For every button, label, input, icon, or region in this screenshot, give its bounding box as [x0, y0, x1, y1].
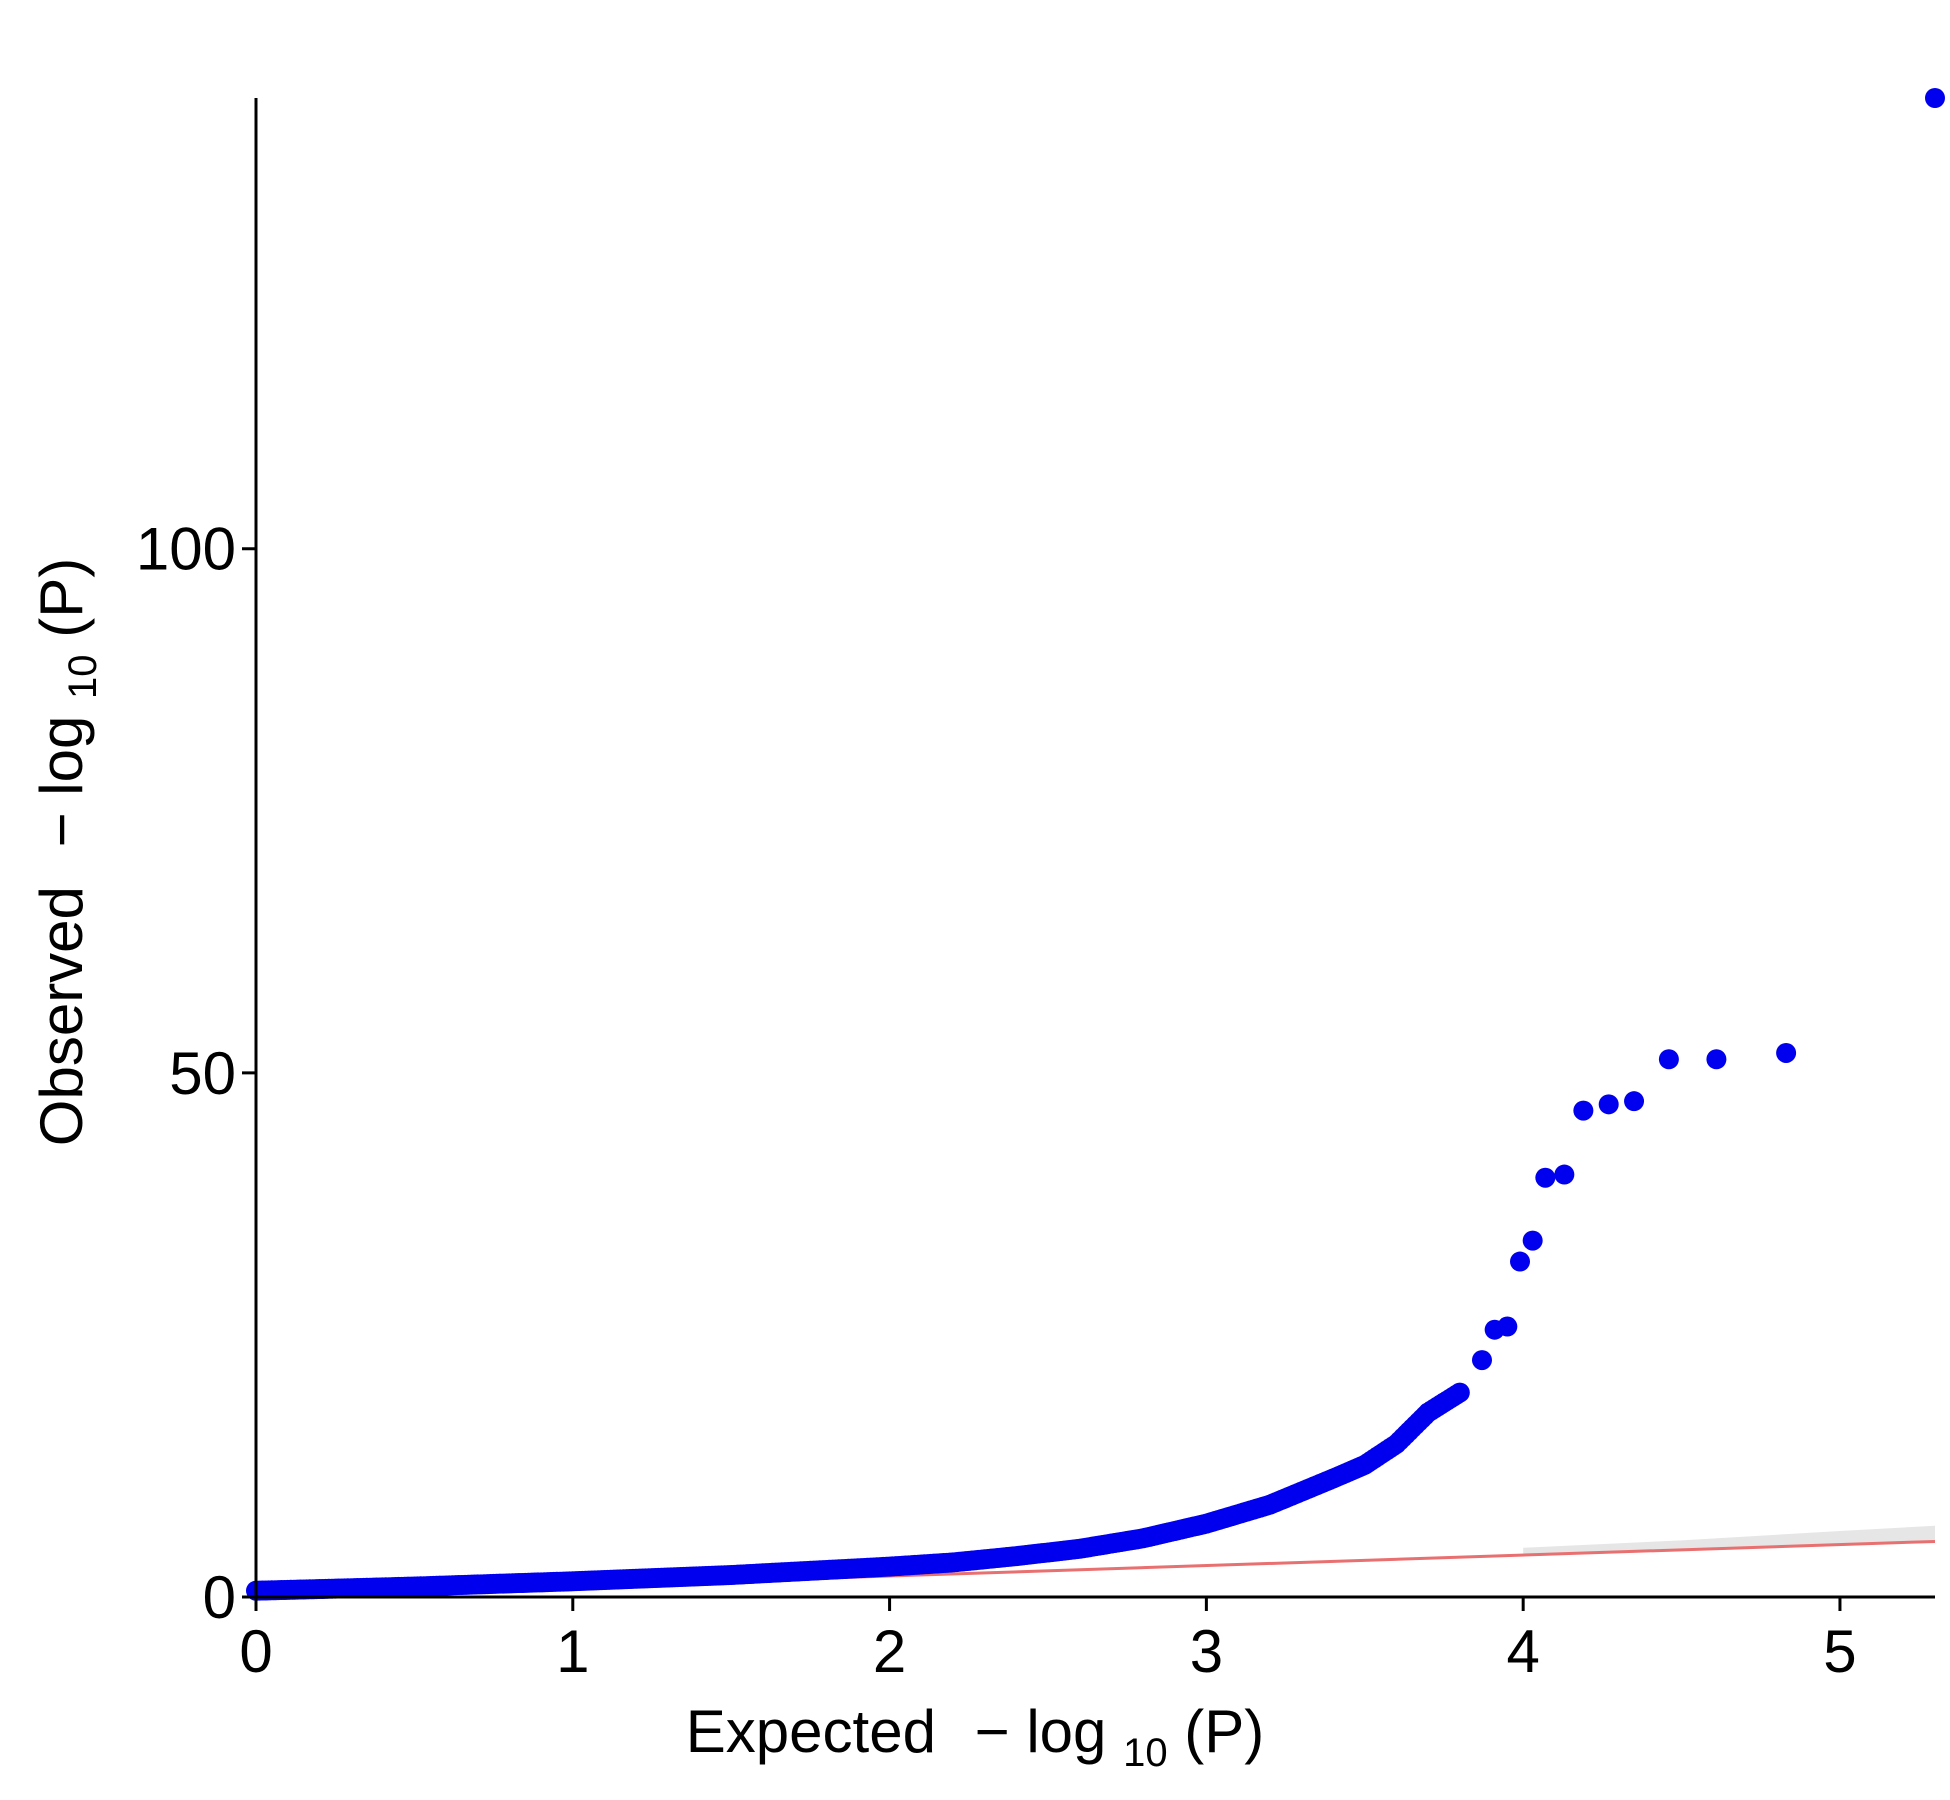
x-tick-label: 5 — [1823, 1618, 1856, 1685]
data-point — [1522, 1230, 1543, 1251]
y-tick-label: 50 — [169, 1040, 236, 1107]
y-axis-title-tail: (P) — [28, 558, 95, 638]
x-axis-title-sub: 10 — [1123, 1731, 1168, 1775]
x-axis-title-minus: − — [975, 1698, 1010, 1765]
confidence-band — [1523, 1525, 1935, 1556]
y-axis-title-sub: 10 — [61, 654, 105, 699]
x-tick-label: 2 — [873, 1618, 906, 1685]
data-point — [1624, 1091, 1645, 1112]
y-axis-title-log: log — [28, 716, 95, 796]
y-axis-title-minus: − — [28, 812, 95, 847]
data-point — [1776, 1042, 1797, 1063]
y-tick-label: 0 — [203, 1564, 236, 1631]
data-point — [1449, 1382, 1470, 1403]
data-point — [1535, 1167, 1556, 1188]
y-axis-title: Observed − log 10 (P) — [28, 558, 109, 1146]
x-axis-title: Expected − log 10 (P) — [686, 1698, 1264, 1779]
data-point — [1510, 1251, 1531, 1272]
confidence-band-layer — [1523, 1525, 1935, 1556]
y-tick-label: 100 — [136, 516, 236, 583]
x-tick-label: 3 — [1190, 1618, 1223, 1685]
y-axis-title-main: Observed — [28, 886, 95, 1146]
x-tick-label: 0 — [239, 1618, 272, 1685]
data-point — [1658, 1049, 1679, 1070]
data-point — [1925, 88, 1945, 108]
x-tick-label: 4 — [1506, 1618, 1539, 1685]
data-point — [1471, 1350, 1492, 1371]
x-axis-title-log: log — [1026, 1698, 1106, 1765]
x-axis-title-main: Expected — [686, 1698, 936, 1765]
data-point — [1573, 1100, 1594, 1121]
data-point — [1554, 1164, 1575, 1185]
x-axis-title-tail: (P) — [1184, 1698, 1264, 1765]
points-layer — [246, 88, 1945, 1601]
data-point — [1598, 1094, 1619, 1115]
data-point — [1706, 1049, 1727, 1070]
x-tick-label: 1 — [556, 1618, 589, 1685]
data-point — [1497, 1316, 1518, 1337]
